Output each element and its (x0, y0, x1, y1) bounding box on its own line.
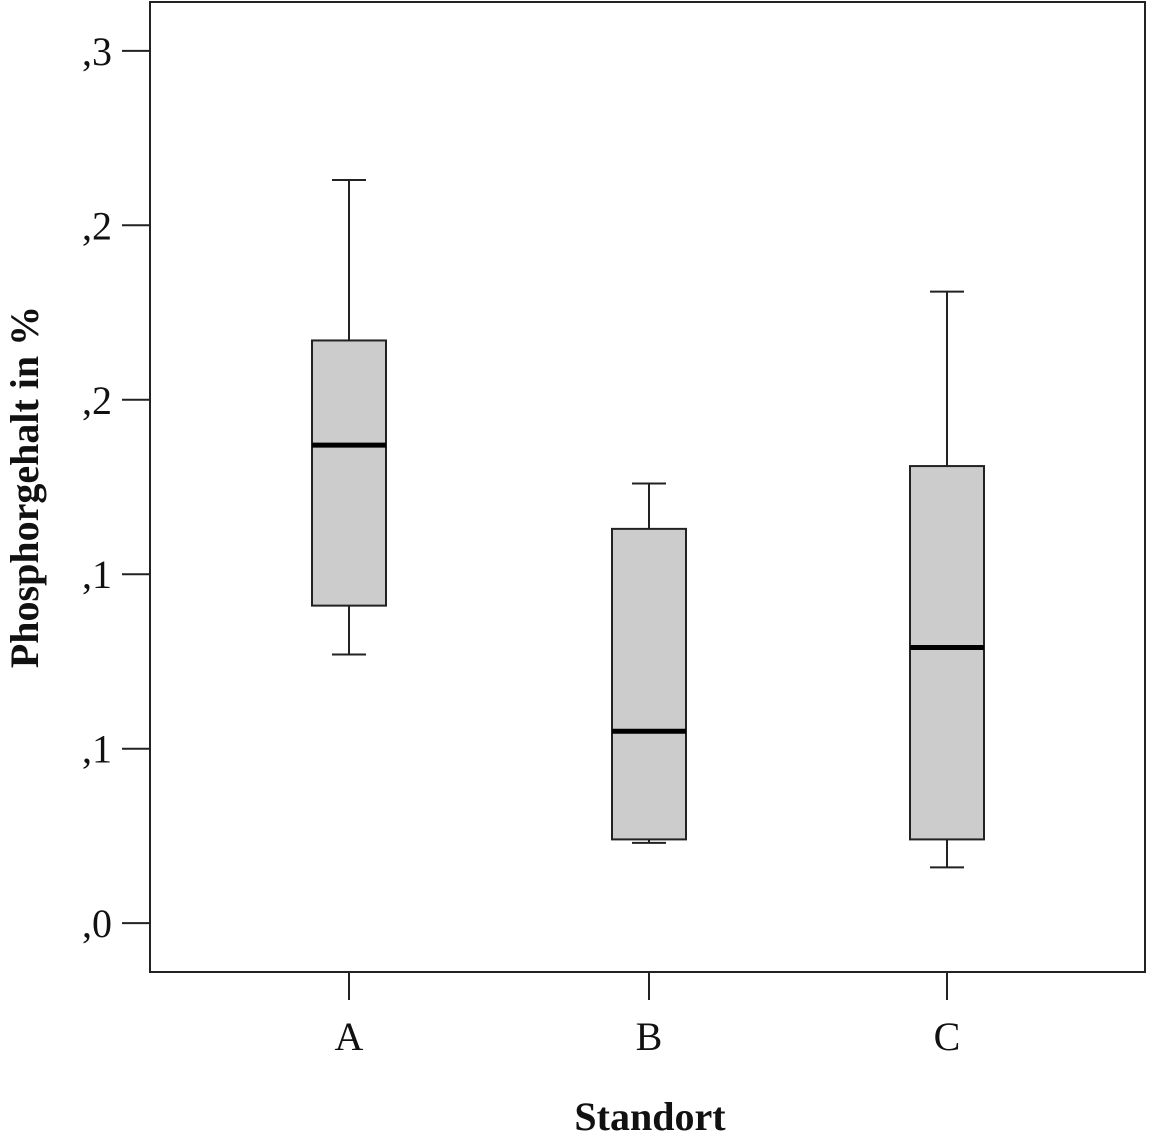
plot-frame (149, 1, 1146, 973)
y-tick-label-5: ,3 (82, 29, 112, 74)
box-rect-A (311, 339, 387, 607)
y-axis: ,0 ,1 ,1 ,2 ,2 ,3 (82, 29, 150, 946)
y-tick-label-1: ,1 (82, 727, 112, 772)
y-tick-label-4: ,2 (82, 203, 112, 248)
x-axis: A B C (335, 972, 961, 1059)
x-tick-label-C: C (934, 1014, 961, 1059)
boxes-layer (311, 178, 985, 869)
y-tick-label-2: ,1 (82, 552, 112, 597)
x-tick-label-B: B (636, 1014, 663, 1059)
y-axis-title: Phosphorgehalt in % (2, 306, 47, 668)
x-axis-title: Standort (574, 1094, 726, 1139)
x-tick-label-A: A (335, 1014, 364, 1059)
y-tick-label-3: ,2 (82, 378, 112, 423)
y-tick-label-0: ,0 (82, 901, 112, 946)
box-rect-C (909, 465, 985, 841)
box-A (311, 178, 387, 656)
box-B (611, 482, 687, 844)
box-rect-B (611, 527, 687, 841)
box-C (909, 290, 985, 869)
